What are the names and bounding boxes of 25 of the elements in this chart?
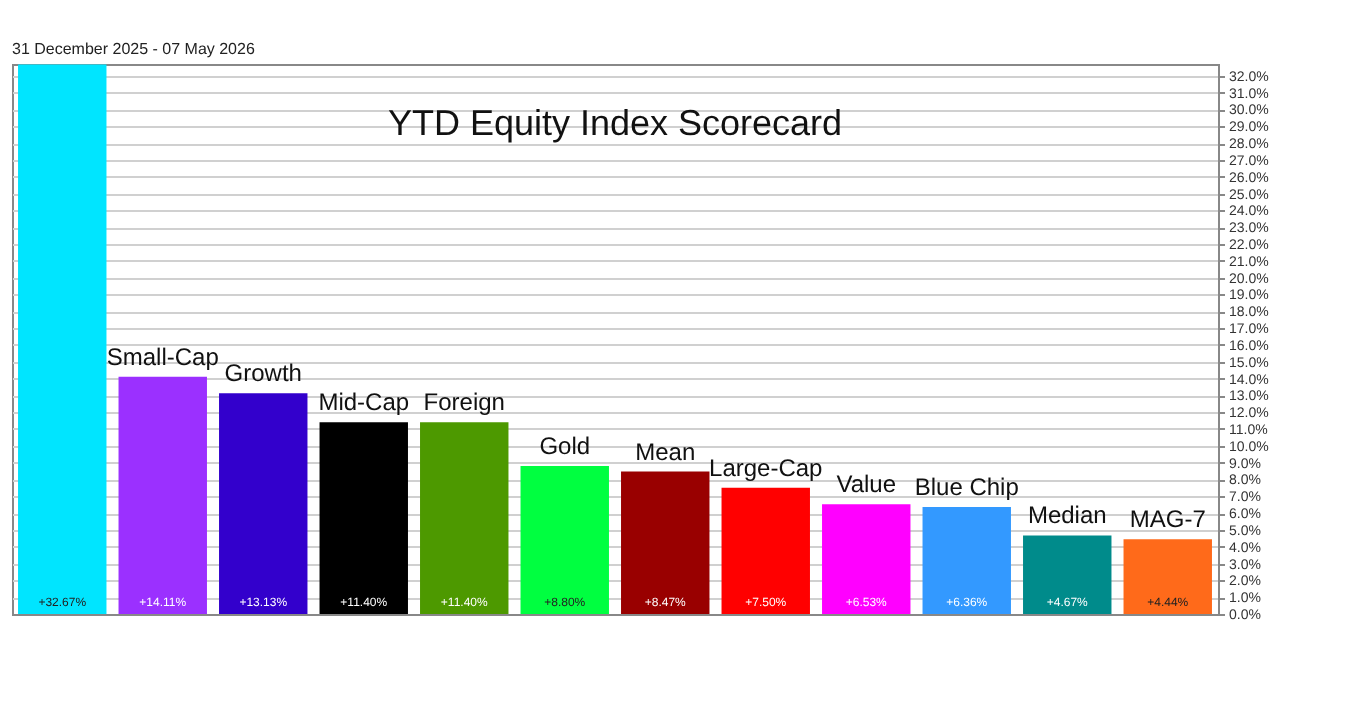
- x-tick-label: Median: [1027, 501, 1107, 530]
- bar: [922, 507, 1011, 614]
- x-tick-label: Mean: [635, 437, 696, 466]
- x-tick-label: Small-Cap: [106, 342, 220, 371]
- bar: [520, 465, 609, 614]
- x-tick-label: Mid-Cap: [318, 388, 410, 417]
- bar: [118, 376, 207, 614]
- bar: [420, 422, 509, 614]
- x-tick-label: Large-Cap: [709, 453, 824, 482]
- bar: [18, 64, 107, 614]
- x-tick-label: MAG-7: [1129, 505, 1207, 534]
- bar: [822, 504, 911, 614]
- bar: [219, 393, 308, 614]
- bar: [621, 471, 710, 614]
- text: YTD Equity Index Scorecard: [387, 102, 843, 143]
- x-tick-label: Blue Chip: [914, 473, 1020, 502]
- x-tick-label: Foreign: [423, 388, 505, 417]
- x-tick-label: Value: [836, 470, 897, 499]
- bar: [319, 422, 408, 614]
- x-tick-label: Growth: [224, 359, 302, 388]
- x-tick-label: Gold: [539, 431, 591, 460]
- bar: [1123, 539, 1212, 614]
- chart-subtitle: 31 December 2025 - 07 May 2026: [12, 40, 256, 58]
- bar: [721, 487, 810, 614]
- bar: [1023, 535, 1112, 614]
